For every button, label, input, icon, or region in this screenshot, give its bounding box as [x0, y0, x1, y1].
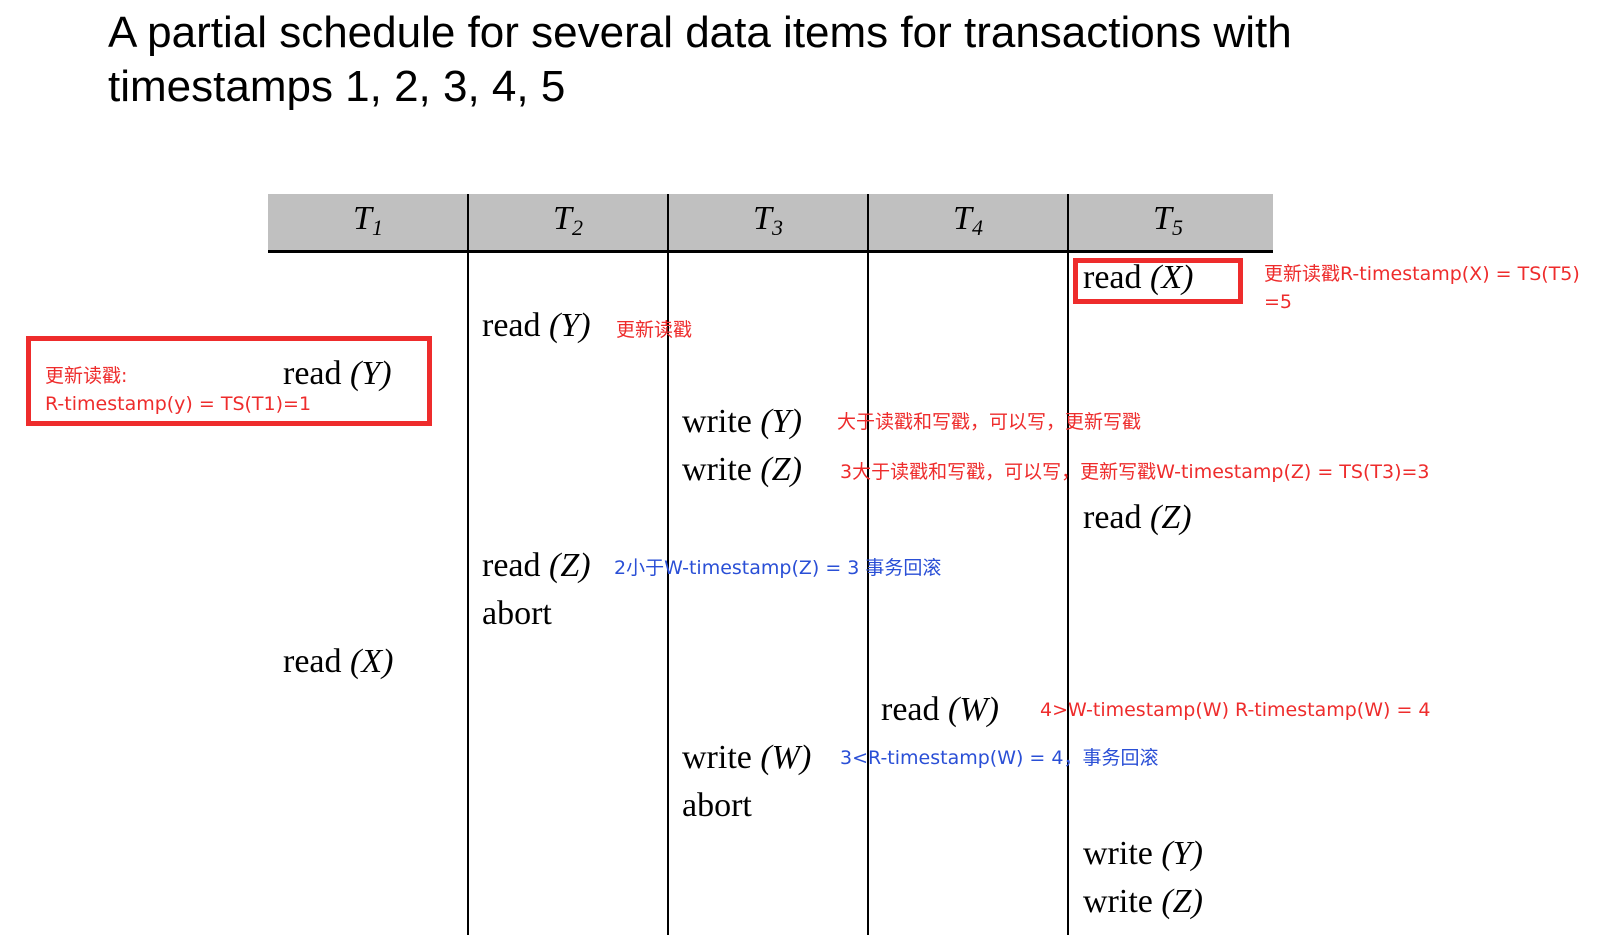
title-line-2: timestamps 1, 2, 3, 4, 5: [108, 62, 566, 111]
operation-t2-abort: abort: [482, 595, 552, 632]
operation-t5-write-z: write (Z): [1083, 883, 1203, 920]
column-header-t5: T5: [1153, 200, 1183, 240]
column-divider: [1067, 194, 1069, 935]
operation-t2-read-z: read (Z): [482, 547, 591, 584]
operation-t5-read-z: read (Z): [1083, 499, 1192, 536]
annotation-t3-write-w: 3<R-timestamp(W) = 4，事务回滚: [840, 747, 1159, 769]
slide-title: A partial schedule for several data item…: [108, 6, 1508, 114]
operation-t3-abort: abort: [682, 787, 752, 824]
operation-t5-write-y: write (Y): [1083, 835, 1203, 872]
column-header-t1: T1: [353, 200, 383, 240]
operation-t3-write-z: write (Z): [682, 451, 802, 488]
annotation-t5-read-x: 更新读戳R-timestamp(X) = TS(T5) =5: [1264, 263, 1580, 313]
column-header-t4: T4: [953, 200, 983, 240]
column-header-t2: T2: [553, 200, 583, 240]
annotation-t2-read-y: 更新读戳: [616, 319, 693, 341]
annotation-t2-read-z: 2小于W-timestamp(Z) = 3 事务回滚: [614, 557, 942, 579]
schedule-header: [268, 194, 1273, 253]
column-divider: [667, 194, 669, 935]
annotation-t3-write-y: 大于读戳和写戳，可以写，更新写戳: [837, 411, 1142, 433]
column-header-t3: T3: [753, 200, 783, 240]
annotation-t4-read-w: 4>W-timestamp(W) R-timestamp(W) = 4: [1040, 699, 1431, 721]
operation-t5-read-x: read (X): [1083, 259, 1194, 296]
highlight-box-t1-read-y: [26, 336, 432, 426]
operation-t1-read-x: read (X): [283, 643, 394, 680]
annotation-t3-write-z: 3大于读戳和写戳，可以写，更新写戳W-timestamp(Z) = TS(T3)…: [840, 461, 1430, 483]
operation-t3-write-y: write (Y): [682, 403, 802, 440]
column-divider: [467, 194, 469, 935]
column-divider: [867, 194, 869, 935]
annotation-t1-read-y: 更新读戳: R-timestamp(y) = TS(T1)=1: [45, 365, 312, 415]
operation-t4-read-w: read (W): [881, 691, 999, 728]
operation-t1-read-y: read (Y): [283, 355, 392, 392]
operation-t2-read-y: read (Y): [482, 307, 591, 344]
title-line-1: A partial schedule for several data item…: [108, 8, 1292, 57]
operation-t3-write-w: write (W): [682, 739, 812, 776]
highlight-box-t5-read-x: [1073, 258, 1243, 304]
